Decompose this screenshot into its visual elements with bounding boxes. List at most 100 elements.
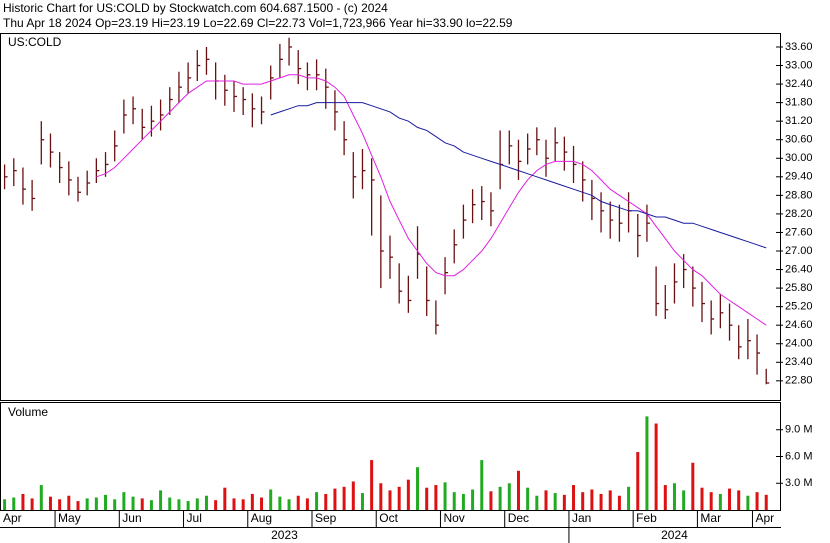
x-tick-label: Aug	[251, 511, 272, 525]
volume-bar	[250, 493, 254, 510]
year-label: 2023	[271, 528, 298, 542]
year-label: 2024	[661, 528, 688, 542]
y-tick-label: 33.60	[785, 41, 813, 53]
y-tick-label: 29.40	[785, 171, 813, 183]
x-tick-label: Jun	[122, 511, 141, 525]
volume-bar	[94, 497, 98, 510]
volume-bar	[333, 488, 337, 510]
volume-bar	[443, 482, 447, 510]
volume-bar	[21, 493, 25, 510]
volume-bar	[471, 489, 475, 510]
y-tick-label: 33.00	[785, 59, 813, 71]
moving-average	[270, 102, 767, 249]
volume-bar	[590, 489, 594, 510]
volume-bar	[416, 467, 420, 510]
moving-average	[96, 74, 767, 326]
volume-bar	[627, 486, 631, 510]
y-tick-label: 23.40	[785, 356, 813, 368]
volume-bar	[186, 501, 190, 510]
volume-bar	[700, 487, 704, 510]
y-tick-label: 28.80	[785, 189, 813, 201]
x-tick-label: Jan	[572, 511, 591, 525]
volume-bar	[636, 452, 640, 510]
volume-bar	[296, 495, 300, 510]
volume-bar	[672, 483, 676, 510]
volume-bar	[691, 462, 695, 510]
x-tick-label: Mar	[700, 511, 721, 525]
volume-bar	[737, 490, 741, 510]
volume-bar	[315, 492, 319, 510]
volume-bar	[452, 492, 456, 510]
x-tick-label: Feb	[636, 511, 657, 525]
volume-bar	[159, 490, 163, 510]
y-tick-label: 26.40	[785, 263, 813, 275]
volume-bar	[351, 481, 355, 510]
volume-bar	[131, 496, 135, 510]
y-tick-label: 22.80	[785, 375, 813, 387]
volume-bar	[498, 486, 502, 510]
volume-bar	[48, 496, 52, 510]
volume-bar	[645, 416, 649, 510]
volume-bar	[214, 500, 218, 510]
x-tick-label: Apr	[3, 511, 22, 525]
volume-bar	[379, 483, 383, 510]
volume-bar	[397, 486, 401, 510]
y-tick-label: 31.20	[785, 115, 813, 127]
header-line: Historic Chart for US:COLD by Stockwatch…	[3, 1, 388, 15]
volume-bar	[682, 490, 686, 510]
x-tick-label: Nov	[443, 511, 464, 525]
x-tick-label: Sep	[315, 511, 337, 525]
volume-bar	[287, 499, 291, 510]
y-tick-label: 28.20	[785, 208, 813, 220]
x-tick-label: Apr	[755, 511, 774, 525]
volume-bar	[718, 493, 722, 510]
x-tick-label: Jul	[187, 511, 202, 525]
volume-bar	[507, 483, 511, 510]
x-tick-label: May	[58, 511, 81, 525]
volume-bar	[113, 499, 117, 510]
volume-bar	[746, 495, 750, 510]
header-line: Thu Apr 18 2024 Op=23.19 Hi=23.19 Lo=22.…	[3, 16, 513, 30]
volume-bar	[12, 497, 16, 510]
price-panel	[0, 33, 781, 401]
volume-bar	[85, 498, 89, 510]
volume-bar	[76, 501, 80, 510]
volume-bar	[223, 487, 227, 510]
volume-bar	[434, 485, 438, 510]
volume-bar	[278, 496, 282, 510]
volume-bar	[535, 495, 539, 510]
volume-label: Volume	[8, 405, 48, 419]
volume-bar	[360, 493, 364, 510]
volume-bar	[241, 499, 245, 510]
volume-bar	[553, 493, 557, 510]
volume-bar	[654, 423, 658, 510]
x-tick-label: Dec	[508, 511, 529, 525]
volume-bar	[461, 493, 465, 510]
volume-bar	[406, 479, 410, 510]
volume-bar	[324, 493, 328, 510]
y-tick-label: 30.60	[785, 134, 813, 146]
volume-bar	[30, 498, 34, 510]
volume-bar	[204, 495, 208, 510]
volume-bar	[617, 495, 621, 510]
volume-bar	[168, 497, 172, 510]
volume-bar	[608, 490, 612, 510]
volume-bar	[260, 497, 264, 510]
y-tick-label: 9.0 M	[785, 424, 813, 436]
volume-bar	[104, 494, 108, 510]
y-tick-label: 31.80	[785, 97, 813, 109]
y-tick-label: 32.40	[785, 78, 813, 90]
volume-bar	[599, 493, 603, 510]
volume-bar	[177, 499, 181, 510]
volume-bar	[562, 494, 566, 510]
volume-bar	[544, 490, 548, 510]
volume-bar	[195, 498, 199, 510]
y-tick-label: 24.60	[785, 319, 813, 331]
y-tick-label: 25.20	[785, 301, 813, 313]
volume-bar	[305, 498, 309, 510]
volume-bar	[232, 498, 236, 510]
volume-bar	[728, 488, 732, 510]
volume-bar	[388, 490, 392, 510]
volume-bar	[709, 492, 713, 510]
